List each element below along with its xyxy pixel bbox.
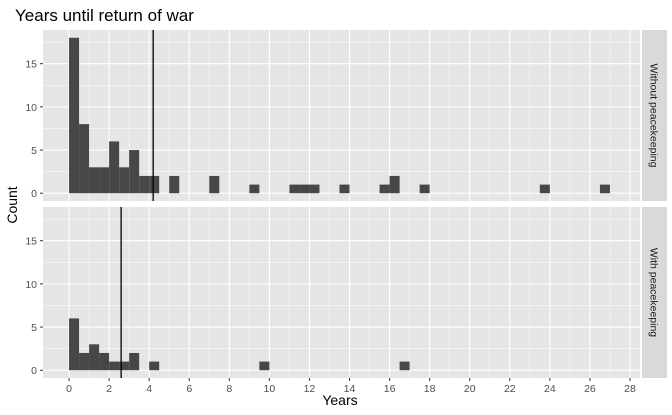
- x-tick-label: 28: [624, 383, 636, 395]
- y-tick-label: 15: [25, 59, 37, 71]
- y-tick-label: 0: [31, 365, 37, 377]
- histogram-bar: [79, 124, 90, 194]
- y-tick-label: 10: [25, 279, 37, 291]
- facet-strip: [642, 30, 667, 201]
- panel-background: [43, 207, 640, 378]
- x-tick-label: 0: [66, 383, 72, 395]
- y-tick-label: 0: [31, 188, 37, 200]
- facet-panel: 0 5 10 15 With peacekeeping: [25, 207, 667, 378]
- histogram-bar: [119, 361, 130, 371]
- histogram-bar: [299, 184, 310, 194]
- y-tick-label: 5: [31, 322, 37, 334]
- histogram-bar: [539, 184, 550, 194]
- x-tick-label: 20: [464, 383, 476, 395]
- histogram-bar: [389, 175, 400, 194]
- histogram-bar: [109, 141, 120, 194]
- x-axis: 0 2 4 6 8 10 12 14 16 18 20 22 24 26 28: [66, 378, 636, 395]
- histogram-bar: [99, 352, 110, 371]
- histogram-bar: [599, 184, 610, 194]
- histogram-bar: [149, 361, 160, 371]
- facet-panel: 0 5 10 15 Without peacekeeping: [25, 30, 667, 201]
- chart-title: Years until return of war: [15, 6, 194, 25]
- histogram-bar: [89, 344, 100, 371]
- x-tick-label: 16: [384, 383, 396, 395]
- panel-background: [43, 30, 640, 201]
- y-axis-title: Count: [4, 186, 20, 223]
- facet-strip: [642, 207, 667, 378]
- x-tick-label: 4: [146, 383, 152, 395]
- histogram-bar: [399, 361, 410, 371]
- x-tick-label: 24: [544, 383, 556, 395]
- histogram-bar: [69, 37, 80, 194]
- y-tick-label: 5: [31, 145, 37, 157]
- y-tick-label: 10: [25, 102, 37, 114]
- histogram-bar: [379, 184, 390, 194]
- histogram-bar: [129, 150, 140, 194]
- histogram-bar: [259, 361, 270, 371]
- histogram-bar: [129, 352, 140, 371]
- facet-strip-label: Without peacekeeping: [648, 64, 660, 168]
- histogram-bar: [309, 184, 320, 194]
- histogram-bar: [289, 184, 300, 194]
- histogram-bar: [169, 175, 180, 194]
- histogram-bar: [99, 167, 110, 194]
- histogram-bar: [79, 352, 90, 371]
- histogram-bar: [89, 167, 100, 194]
- x-tick-label: 12: [304, 383, 316, 395]
- histogram-bar: [69, 318, 80, 371]
- facet-strip-label: With peacekeeping: [648, 248, 660, 337]
- x-tick-label: 22: [504, 383, 516, 395]
- x-tick-label: 14: [344, 383, 356, 395]
- histogram-bar: [249, 184, 260, 194]
- x-axis-title: Years: [322, 392, 357, 408]
- histogram-bar: [339, 184, 350, 194]
- x-tick-label: 8: [226, 383, 232, 395]
- x-tick-label: 26: [584, 383, 596, 395]
- x-tick-label: 2: [106, 383, 112, 395]
- x-tick-label: 18: [424, 383, 436, 395]
- histogram-bar: [149, 175, 160, 194]
- x-tick-label: 6: [186, 383, 192, 395]
- histogram-bar: [109, 361, 120, 371]
- y-tick-label: 15: [25, 236, 37, 248]
- histogram-bar: [139, 175, 150, 194]
- x-tick-label: 10: [264, 383, 276, 395]
- histogram-bar: [209, 175, 220, 194]
- histogram-bar: [419, 184, 430, 194]
- histogram-bar: [119, 167, 130, 194]
- facet-panels: 0 5 10 15 Without peacekeeping 0 5 10 15 With pea…: [25, 30, 667, 378]
